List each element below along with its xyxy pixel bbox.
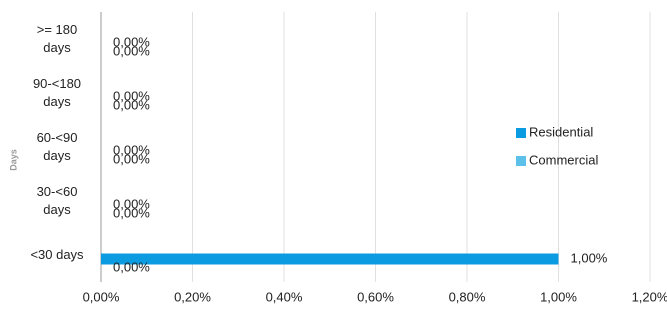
value-label: 0,00% (113, 88, 150, 103)
value-label: 0,00% (113, 259, 150, 274)
x-tick-label: 1,20% (632, 289, 667, 304)
value-label: 0,00% (113, 151, 150, 166)
value-label: 0,00% (113, 97, 150, 112)
legend-swatch (516, 156, 526, 166)
y-axis-label: Days (8, 149, 18, 171)
y-tick-label: 60-<90 days (36, 130, 78, 163)
y-tick-label: 90-<180 days (32, 76, 82, 109)
legend-label: Commercial (529, 152, 598, 167)
x-tick-label: 0,00% (83, 289, 120, 304)
y-tick-label: 30-<60 days (36, 184, 78, 217)
value-label: 0,00% (113, 34, 150, 49)
value-label: 0,00% (113, 142, 150, 157)
value-label: 0,00% (113, 43, 150, 58)
x-tick-label: 0,20% (174, 289, 211, 304)
x-tick-label: 0,80% (449, 289, 486, 304)
x-tick-label: 1,00% (540, 289, 577, 304)
y-tick-label: >= 180 days (36, 22, 78, 55)
legend-swatch (516, 128, 526, 138)
y-tick-label: <30 days (30, 247, 84, 262)
x-tick-label: 0,60% (357, 289, 394, 304)
value-label: 0,00% (113, 205, 150, 220)
x-tick-label: 0,40% (266, 289, 303, 304)
bar (101, 253, 559, 265)
value-label: 1,00% (571, 250, 608, 265)
value-label: 0,00% (113, 196, 150, 211)
legend-label: Residential (529, 124, 593, 139)
